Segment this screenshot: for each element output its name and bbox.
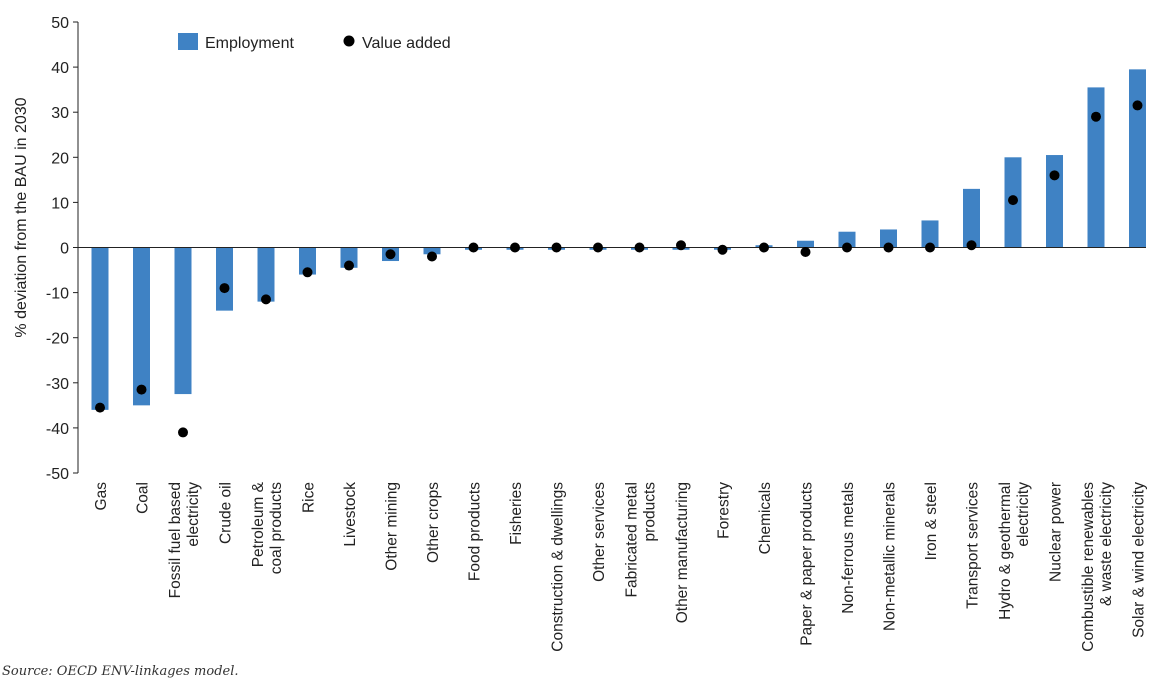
value-added-dot <box>593 242 603 253</box>
y-tick-label: 30 <box>51 105 69 122</box>
value-added-dot <box>1132 100 1143 111</box>
x-tick-label: & waste electricity <box>1098 482 1115 606</box>
employment-bar <box>921 220 939 248</box>
employment-bar <box>340 247 358 268</box>
employment-bar <box>423 247 441 255</box>
value-added-dot <box>136 384 147 395</box>
legend-label-value-added: Value added <box>362 35 451 52</box>
value-added-dot <box>1049 170 1060 181</box>
x-tick-label: Livestock <box>342 482 359 547</box>
x-tick-label: Gas <box>93 482 110 511</box>
legend-dot-value-added <box>343 35 355 47</box>
employment-bar <box>1087 87 1105 248</box>
x-tick-label: Solar & wind electricity <box>1131 482 1148 638</box>
value-added-dot <box>883 242 894 253</box>
x-tick-label: products <box>642 482 659 542</box>
employment-bar <box>1129 69 1146 248</box>
x-tick-label: Petroleum & <box>250 481 267 567</box>
x-tick-label: Non-metallic minerals <box>882 482 899 631</box>
y-axis-ticks: -50 -40 -30 -20 -10 0 10 20 30 40 50 <box>46 15 78 483</box>
x-tick-label: Other crops <box>425 482 442 563</box>
value-added-dot <box>717 244 728 255</box>
y-tick-label: 10 <box>51 195 69 212</box>
x-tick-label: Non-ferrous metals <box>840 482 857 614</box>
employment-bar <box>838 231 856 248</box>
value-added-dot <box>178 427 188 438</box>
employment-bar <box>91 247 109 410</box>
employment-bar <box>299 247 316 275</box>
value-added-dot <box>261 294 271 305</box>
value-added-dot <box>634 242 645 253</box>
y-tick-label: -40 <box>46 421 69 438</box>
value-added-dot <box>676 240 686 251</box>
x-tick-label: Construction & dwellings <box>550 482 567 652</box>
employment-bar <box>963 188 980 248</box>
x-tick-label: Nuclear power <box>1048 482 1065 582</box>
x-tick-label: Hydro & geothermal <box>997 482 1014 620</box>
x-tick-label: Other manufacturing <box>674 482 691 623</box>
legend: Employment Value added <box>178 33 451 52</box>
value-added-dots <box>95 100 1143 438</box>
value-added-dot <box>427 251 437 262</box>
value-added-dot <box>966 240 977 251</box>
x-tick-label: Food products <box>467 482 484 581</box>
employment-bar <box>880 229 897 248</box>
y-tick-label: 0 <box>60 241 69 258</box>
value-added-dot <box>1091 111 1101 122</box>
legend-swatch-employment <box>178 33 198 50</box>
employment-bar <box>133 247 150 406</box>
value-added-dot <box>1008 195 1018 206</box>
y-tick-label: -30 <box>46 376 69 393</box>
x-tick-label: coal products <box>268 482 285 574</box>
employment-bar <box>1046 155 1063 248</box>
value-added-dot <box>759 242 769 253</box>
employment-bar <box>797 240 814 248</box>
y-tick-label: 20 <box>51 150 69 167</box>
x-tick-label: Other mining <box>384 482 401 571</box>
y-axis-label: % deviation from the BAU in 2030 <box>13 97 30 337</box>
x-tick-label: Iron & steel <box>923 482 940 560</box>
x-tick-label: Transport services <box>965 482 982 609</box>
y-tick-label: 50 <box>51 15 69 32</box>
legend-label-employment: Employment <box>205 35 294 52</box>
x-tick-label: electricity <box>185 482 202 547</box>
employment-bar <box>174 247 192 395</box>
x-tick-label: Fabricated metal <box>624 482 641 597</box>
x-tick-label: Coal <box>135 482 152 514</box>
employment-bars <box>91 69 1146 410</box>
value-added-dot <box>925 242 935 253</box>
value-added-dot <box>551 242 562 253</box>
x-tick-label: Chemicals <box>757 482 774 555</box>
value-added-dot <box>800 247 811 258</box>
x-tick-label: Crude oil <box>218 482 235 544</box>
employment-bar <box>257 247 275 302</box>
value-added-dot <box>510 242 520 253</box>
source-note: Source: OECD ENV-linkages model. <box>2 664 239 679</box>
employment-bar <box>216 247 233 311</box>
x-tick-label: Fossil fuel based <box>167 482 184 598</box>
y-tick-label: -20 <box>46 331 69 348</box>
y-tick-label: 40 <box>51 60 69 77</box>
x-tick-label: Other services <box>591 482 608 582</box>
x-tick-label: Paper & paper products <box>799 482 816 646</box>
x-tick-label: Forestry <box>716 482 733 539</box>
value-added-dot <box>344 260 354 271</box>
x-tick-label: Combustible renewables <box>1080 482 1097 652</box>
value-added-dot <box>302 267 313 278</box>
value-added-dot <box>95 402 105 413</box>
value-added-dot <box>219 283 230 294</box>
x-axis-labels: Gas Coal Fossil fuel based electricity Crude… <box>93 481 1148 651</box>
value-added-dot <box>385 249 396 260</box>
y-tick-label: -10 <box>46 286 69 303</box>
x-tick-label: electricity <box>1015 482 1032 547</box>
value-added-dot <box>842 242 852 253</box>
x-tick-label: Rice <box>301 482 318 513</box>
x-tick-label: Fisheries <box>508 482 525 545</box>
value-added-dot <box>468 242 479 253</box>
y-tick-label: -50 <box>46 466 69 483</box>
